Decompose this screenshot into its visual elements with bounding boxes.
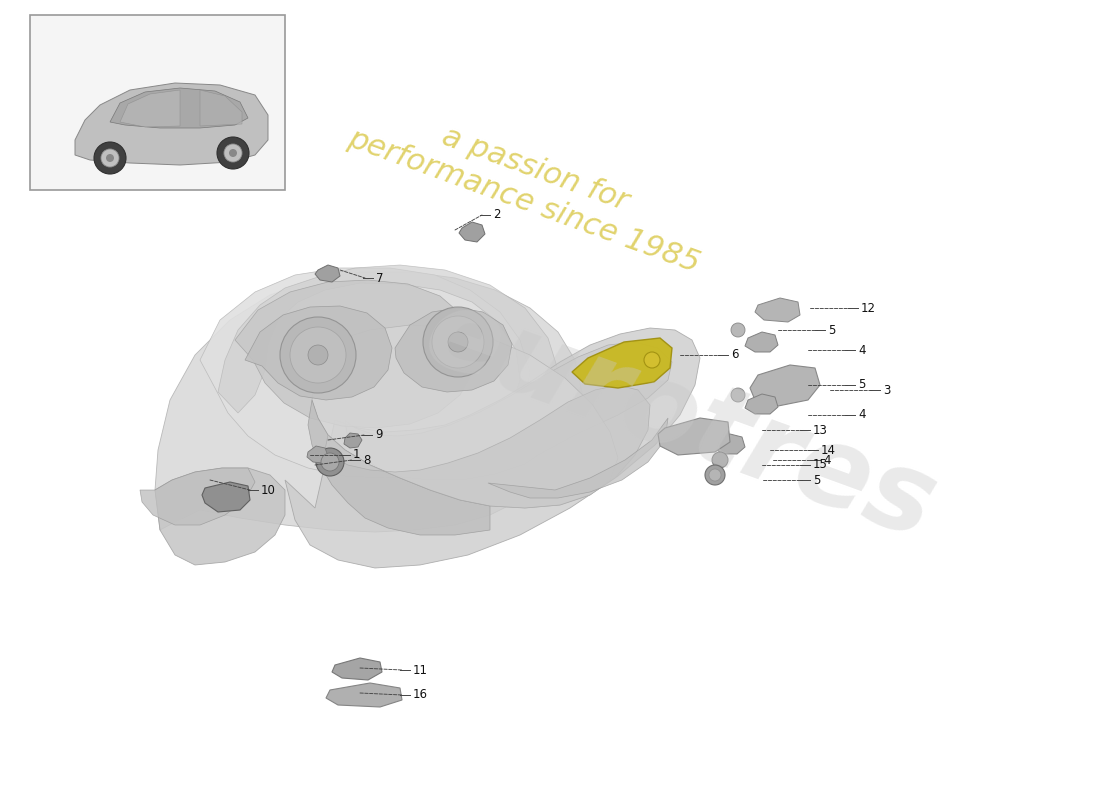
Polygon shape	[307, 446, 328, 463]
Polygon shape	[658, 418, 730, 455]
Polygon shape	[245, 306, 392, 400]
Polygon shape	[155, 468, 285, 565]
Circle shape	[308, 345, 328, 365]
Text: 4: 4	[858, 343, 866, 357]
Polygon shape	[285, 328, 700, 568]
Polygon shape	[218, 265, 558, 430]
Text: 13: 13	[813, 423, 828, 437]
Polygon shape	[715, 434, 745, 454]
Text: 11: 11	[412, 663, 428, 677]
Polygon shape	[572, 338, 672, 388]
Text: 12: 12	[861, 302, 876, 314]
Text: eurotres: eurotres	[410, 278, 949, 562]
Text: 15: 15	[813, 458, 828, 471]
Circle shape	[712, 452, 728, 468]
Text: 1: 1	[353, 449, 361, 462]
Polygon shape	[745, 394, 778, 414]
Polygon shape	[140, 468, 255, 525]
Polygon shape	[755, 298, 800, 322]
Text: 5: 5	[858, 378, 866, 391]
Text: a passion for
performance since 1985: a passion for performance since 1985	[344, 92, 715, 278]
Circle shape	[316, 448, 344, 476]
Text: 5: 5	[828, 323, 835, 337]
Polygon shape	[75, 83, 268, 165]
Polygon shape	[235, 280, 475, 428]
Polygon shape	[120, 90, 180, 127]
Circle shape	[698, 431, 713, 445]
Circle shape	[101, 149, 119, 167]
Polygon shape	[332, 658, 382, 680]
Text: 9: 9	[375, 429, 383, 442]
Circle shape	[705, 465, 725, 485]
Polygon shape	[312, 325, 618, 508]
Polygon shape	[110, 88, 248, 128]
Polygon shape	[745, 332, 778, 352]
Text: 10: 10	[261, 483, 276, 497]
Circle shape	[710, 469, 720, 481]
Text: 2: 2	[493, 209, 500, 222]
Circle shape	[224, 144, 242, 162]
Polygon shape	[155, 272, 582, 532]
Polygon shape	[459, 222, 485, 242]
Text: 4: 4	[858, 409, 866, 422]
Polygon shape	[750, 365, 820, 406]
Circle shape	[280, 317, 356, 393]
Polygon shape	[326, 683, 402, 707]
Text: 5: 5	[813, 474, 821, 486]
Circle shape	[106, 154, 114, 162]
Circle shape	[732, 323, 745, 337]
Polygon shape	[324, 385, 650, 508]
Polygon shape	[308, 400, 490, 535]
Circle shape	[217, 137, 249, 169]
Bar	[30, 15, 285, 190]
Circle shape	[732, 388, 745, 402]
Text: 16: 16	[412, 689, 428, 702]
Circle shape	[644, 352, 660, 368]
Circle shape	[424, 307, 493, 377]
Circle shape	[321, 453, 339, 471]
Circle shape	[94, 142, 126, 174]
Text: 4: 4	[823, 454, 830, 466]
Polygon shape	[344, 433, 362, 448]
Circle shape	[432, 316, 484, 368]
Circle shape	[229, 149, 236, 157]
Polygon shape	[315, 265, 340, 282]
Polygon shape	[488, 418, 668, 498]
Circle shape	[448, 332, 468, 352]
Circle shape	[290, 327, 346, 383]
Polygon shape	[200, 90, 242, 126]
Polygon shape	[202, 482, 250, 512]
Text: 14: 14	[821, 443, 836, 457]
Text: 8: 8	[363, 454, 371, 466]
Polygon shape	[345, 342, 672, 480]
Text: 6: 6	[732, 349, 738, 362]
Text: 7: 7	[376, 271, 384, 285]
Polygon shape	[200, 268, 530, 478]
Polygon shape	[395, 308, 512, 392]
Text: 3: 3	[883, 383, 890, 397]
